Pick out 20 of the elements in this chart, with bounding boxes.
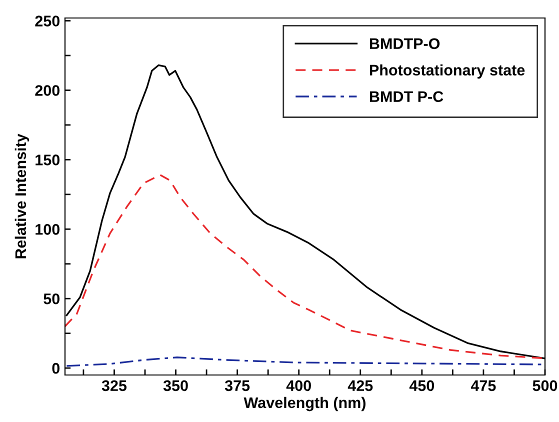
x-tick-label: 325 <box>102 380 127 392</box>
y-tick-label: 100 <box>36 224 60 235</box>
x-tick-label: 475 <box>470 380 496 392</box>
x-tick-label: 450 <box>409 380 434 392</box>
y-axis-title: Relative Intensity <box>14 134 30 258</box>
y-tick-label: 0 <box>52 362 60 374</box>
y-tick-label: 200 <box>35 85 60 96</box>
x-tick-label: 500 <box>532 380 558 392</box>
x-tick-label: 350 <box>163 380 188 392</box>
legend-label: BMDTP-O <box>370 38 440 50</box>
legend-label: BMDT P-C <box>370 91 444 102</box>
legend-label: Photostationary state <box>370 64 525 79</box>
y-tick-label: 50 <box>44 293 60 304</box>
x-tick-label: 400 <box>286 380 311 392</box>
x-axis-title: Wavelength (nm) <box>244 396 366 412</box>
line-series <box>65 174 545 360</box>
y-tick-label: 250 <box>35 16 60 26</box>
y-tick-label: 150 <box>36 154 60 166</box>
x-tick-label: 375 <box>224 380 250 392</box>
x-tick-label: 425 <box>348 380 373 392</box>
